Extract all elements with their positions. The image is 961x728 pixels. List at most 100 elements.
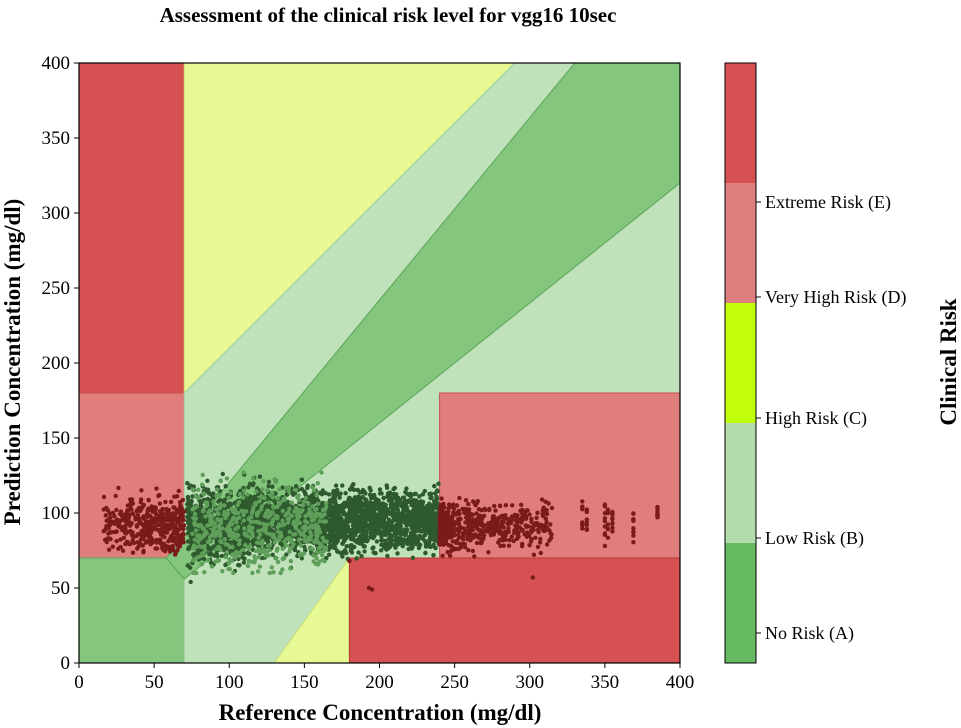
data-point xyxy=(292,547,298,553)
data-point xyxy=(251,476,256,481)
data-point xyxy=(187,523,192,528)
data-point xyxy=(400,540,406,545)
data-point xyxy=(252,494,257,499)
data-point xyxy=(534,515,539,520)
data-point xyxy=(208,547,213,552)
data-point xyxy=(239,508,245,513)
data-point xyxy=(250,570,255,576)
data-point xyxy=(226,561,231,566)
data-point xyxy=(379,542,384,547)
data-point xyxy=(375,528,381,534)
data-point xyxy=(527,512,532,517)
data-point xyxy=(317,490,322,496)
data-point xyxy=(275,496,280,501)
data-point xyxy=(162,534,167,540)
data-point xyxy=(354,515,360,521)
data-point xyxy=(462,542,467,547)
data-point xyxy=(424,528,429,533)
data-point xyxy=(215,517,221,523)
data-point xyxy=(509,534,514,539)
data-point xyxy=(476,527,481,532)
data-point xyxy=(323,491,328,496)
data-point xyxy=(519,502,524,507)
data-point xyxy=(266,496,271,502)
data-point xyxy=(197,544,202,549)
data-point xyxy=(174,540,179,546)
data-point xyxy=(423,544,429,549)
data-point xyxy=(313,512,318,517)
data-point xyxy=(374,539,380,544)
data-point xyxy=(314,526,319,531)
data-point xyxy=(430,507,436,512)
data-point xyxy=(201,491,206,496)
data-point xyxy=(283,513,288,518)
data-point xyxy=(360,494,365,500)
data-point xyxy=(423,505,428,511)
data-point xyxy=(248,498,253,503)
data-point xyxy=(314,529,319,535)
data-point xyxy=(293,526,299,531)
data-point xyxy=(188,499,193,504)
data-point xyxy=(343,521,349,526)
data-point xyxy=(402,527,407,532)
data-point xyxy=(172,505,177,510)
data-point xyxy=(264,549,269,555)
data-point xyxy=(315,501,321,506)
data-point xyxy=(153,511,159,516)
data-point xyxy=(360,530,365,535)
data-point xyxy=(375,525,381,530)
data-point xyxy=(489,526,494,531)
data-point xyxy=(245,521,250,526)
data-point xyxy=(164,530,170,535)
data-point xyxy=(370,535,376,541)
data-point xyxy=(531,552,537,557)
data-point xyxy=(440,553,445,558)
data-point xyxy=(447,553,453,558)
data-point xyxy=(209,564,215,569)
data-point xyxy=(474,540,480,546)
data-point xyxy=(308,529,313,535)
data-point xyxy=(501,525,506,530)
data-point xyxy=(379,491,384,496)
data-point xyxy=(536,529,541,535)
data-point xyxy=(185,481,190,486)
data-point xyxy=(185,563,191,568)
data-point xyxy=(118,544,123,550)
data-point xyxy=(120,548,126,553)
data-point xyxy=(503,503,509,508)
data-point xyxy=(529,528,534,533)
data-point xyxy=(202,531,207,537)
data-point xyxy=(395,518,400,523)
data-point xyxy=(114,507,119,513)
data-point xyxy=(231,570,236,576)
data-point xyxy=(107,536,112,541)
data-point xyxy=(160,506,165,512)
data-point xyxy=(214,493,219,498)
data-point xyxy=(214,539,219,544)
data-point xyxy=(218,539,223,544)
data-point xyxy=(146,538,151,543)
data-point xyxy=(439,496,444,501)
data-point xyxy=(286,502,291,508)
data-point xyxy=(202,570,207,575)
data-point xyxy=(400,543,405,549)
data-point xyxy=(456,546,461,552)
data-point xyxy=(259,504,264,509)
data-point xyxy=(209,552,214,557)
data-point xyxy=(199,500,204,505)
data-point xyxy=(421,534,426,539)
data-point xyxy=(422,488,427,494)
data-point xyxy=(356,520,361,525)
data-point xyxy=(517,525,522,530)
data-point xyxy=(170,516,176,522)
data-point xyxy=(309,518,315,523)
data-point xyxy=(255,513,260,518)
data-point xyxy=(326,552,332,557)
data-point xyxy=(363,500,368,506)
data-point xyxy=(241,547,246,552)
data-point xyxy=(185,496,191,501)
data-point xyxy=(335,549,340,554)
data-point xyxy=(548,522,553,527)
data-point xyxy=(320,488,325,493)
data-point xyxy=(395,551,400,556)
